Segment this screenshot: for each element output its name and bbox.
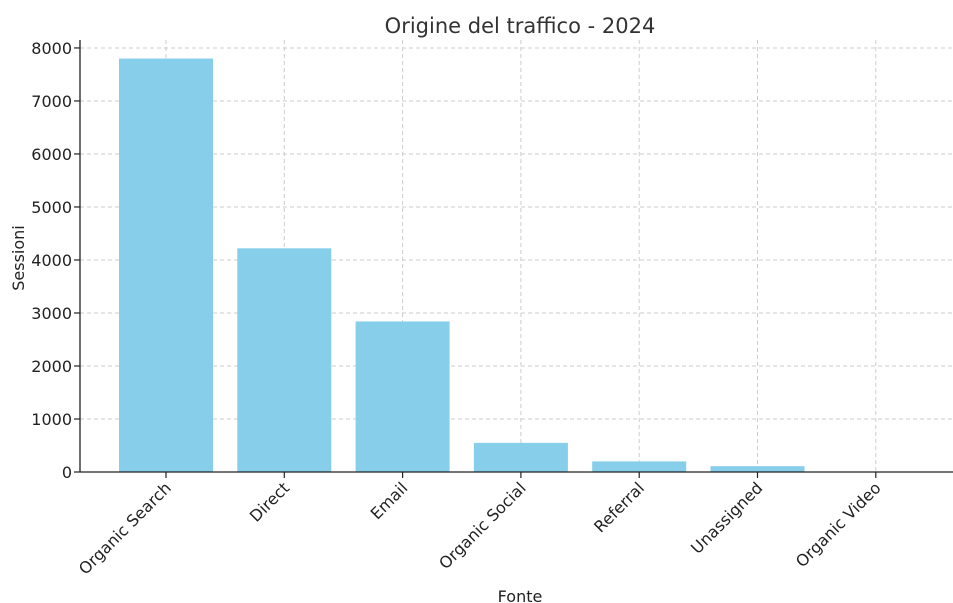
x-tick-label: Direct <box>246 478 293 525</box>
x-tick-label: Organic Video <box>792 478 885 571</box>
bar <box>119 58 213 472</box>
bar <box>237 248 332 472</box>
y-tick-label: 8000 <box>31 39 72 58</box>
axes-layer <box>79 40 953 473</box>
y-tick-label: 6000 <box>31 145 72 164</box>
chart-title: Origine del traffico - 2024 <box>385 14 656 38</box>
bars-layer <box>119 58 923 472</box>
y-tick-label: 5000 <box>31 198 72 217</box>
y-tick-label: 4000 <box>31 251 72 270</box>
y-tick-label: 3000 <box>31 304 72 323</box>
y-axis-label: Sessioni <box>9 225 28 291</box>
grid-layer <box>80 40 953 473</box>
x-axis-label: Fonte <box>498 587 543 603</box>
y-tick-label: 0 <box>62 463 72 482</box>
y-tick-label: 2000 <box>31 357 72 376</box>
bar <box>592 461 687 472</box>
y-tick-label: 7000 <box>31 92 72 111</box>
x-tick-label: Organic Social <box>435 478 530 573</box>
bar <box>710 466 805 472</box>
x-tick-label: Email <box>367 478 412 523</box>
x-tick-label: Organic Search <box>75 478 175 578</box>
y-tick-label: 1000 <box>31 410 72 429</box>
bar <box>473 442 568 472</box>
bar <box>355 321 450 472</box>
x-ticks: Organic Search Direct Email Organic Social R… <box>75 472 885 578</box>
x-tick-label: Referral <box>590 478 648 536</box>
x-tick-label: Unassigned <box>687 478 766 557</box>
y-ticks: 0 1000 2000 3000 4000 5000 6000 7000 8000 <box>31 39 80 482</box>
